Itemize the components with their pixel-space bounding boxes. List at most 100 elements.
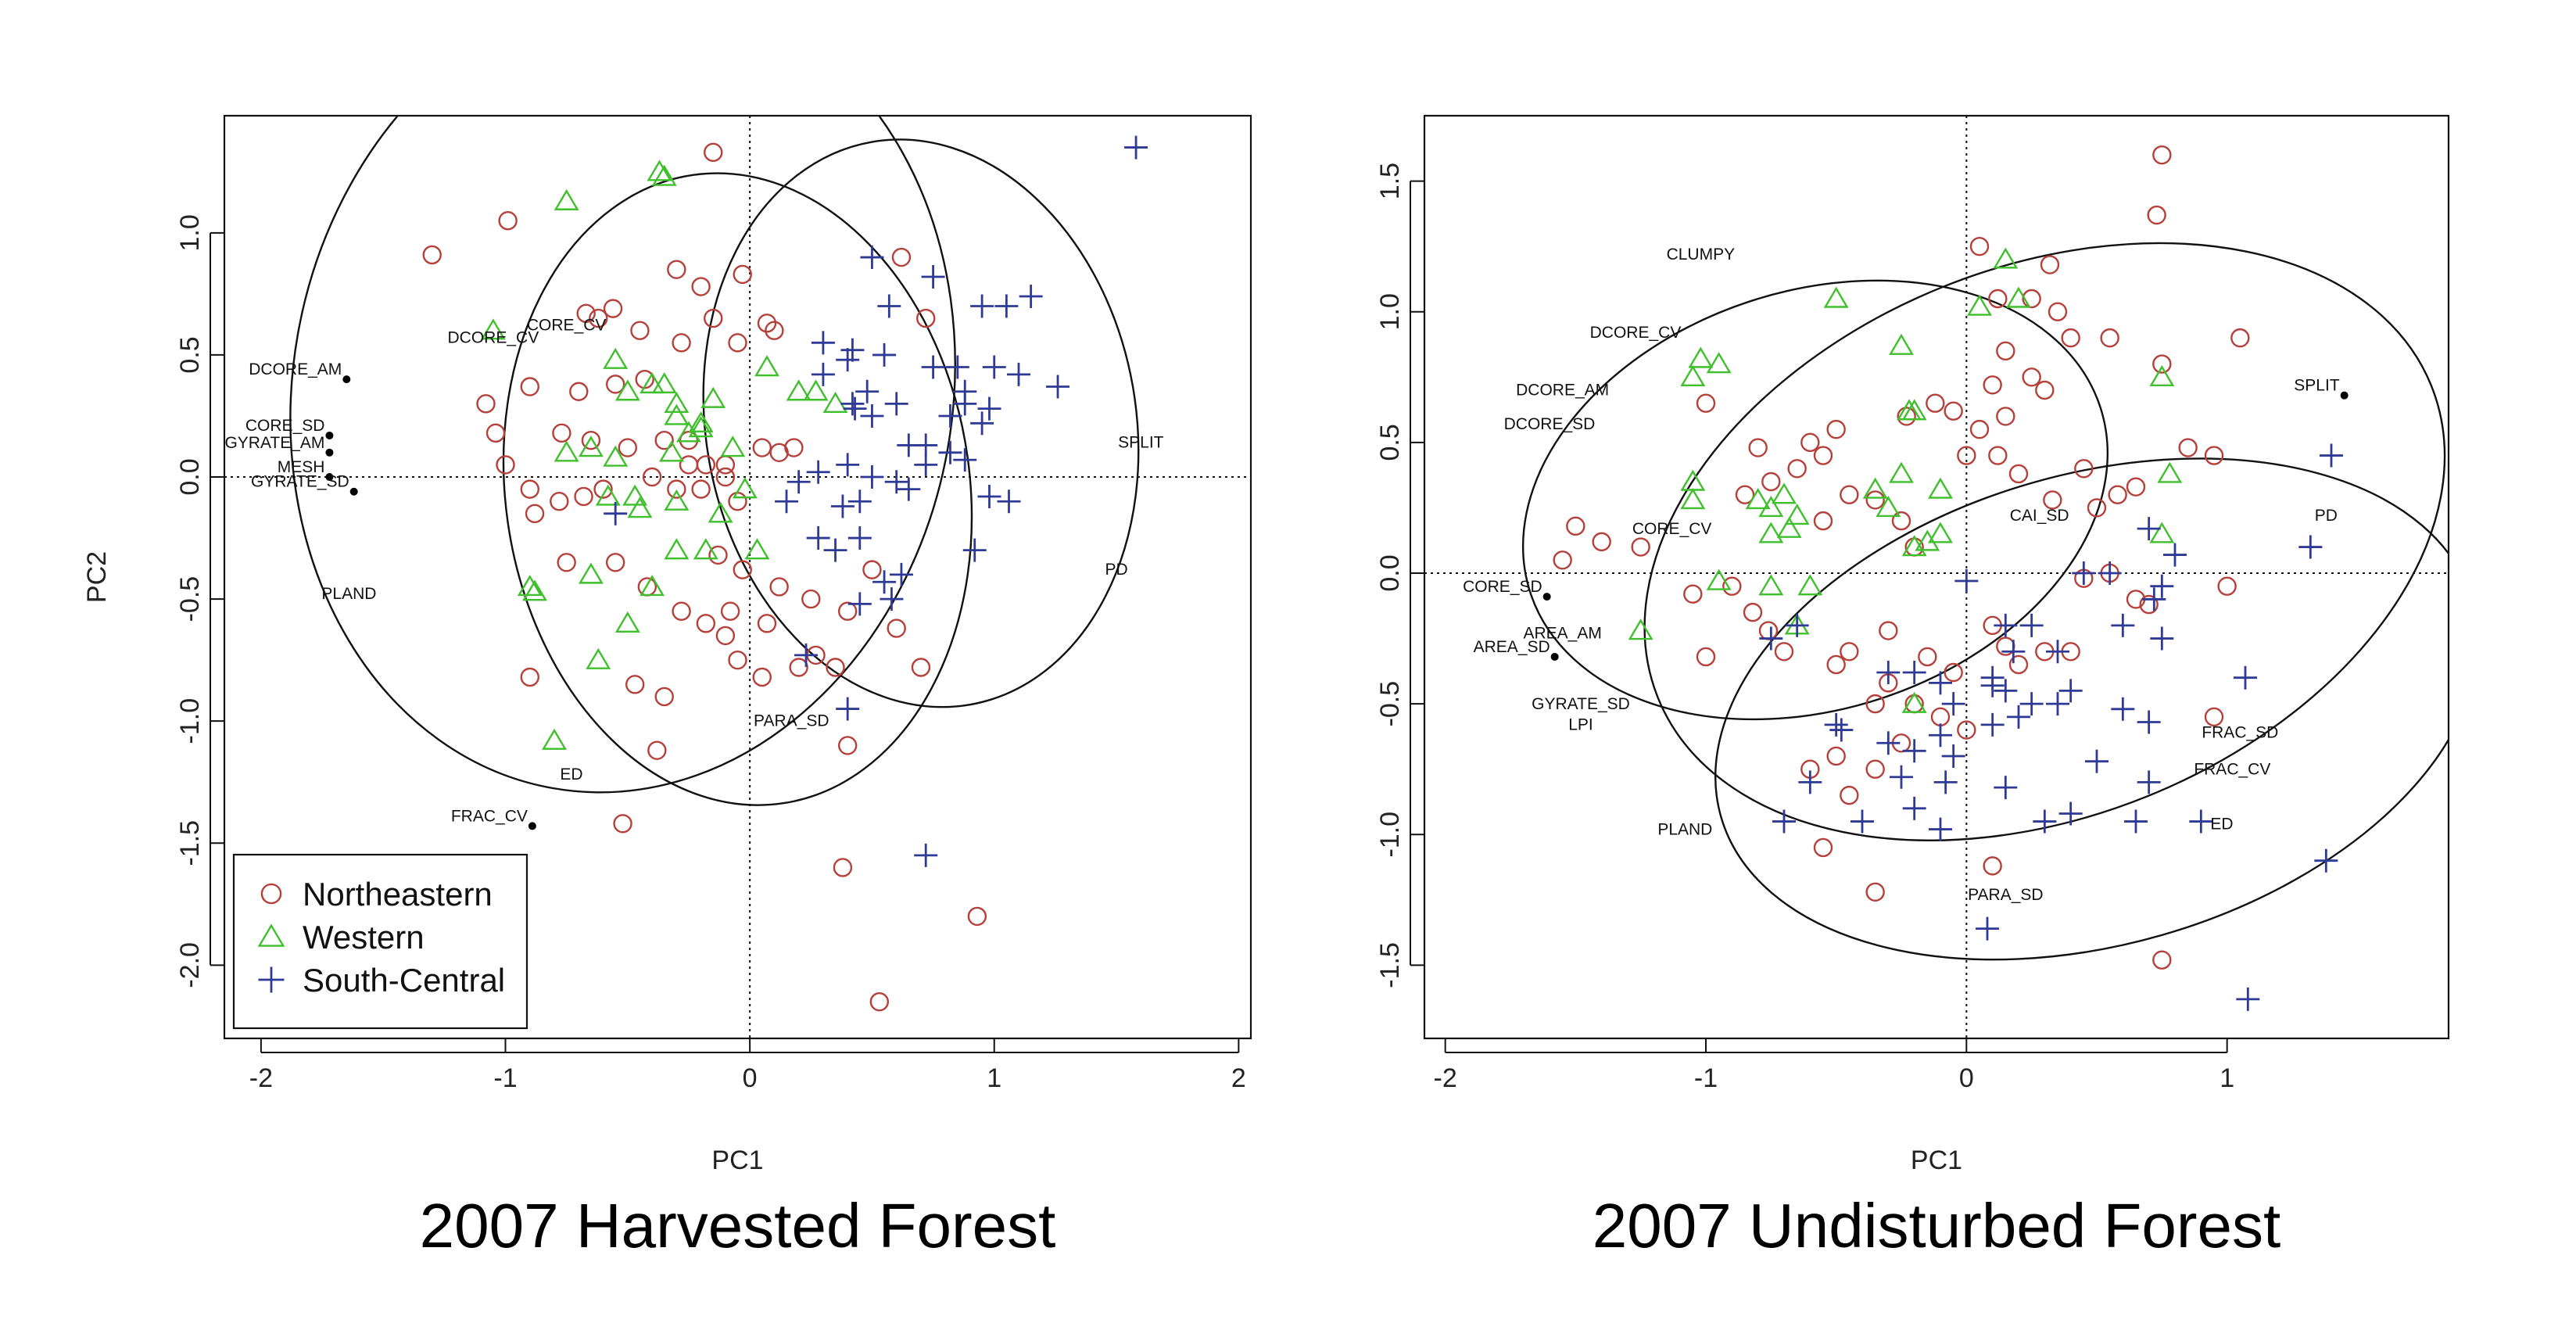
data-point-south-central — [897, 477, 921, 501]
confidence-ellipse-northeastern — [289, 116, 956, 794]
data-point-south-central — [1876, 731, 1901, 755]
data-point-northeastern — [574, 486, 593, 507]
data-point-northeastern — [733, 264, 752, 285]
data-point-northeastern — [2152, 354, 2172, 374]
data-point-northeastern — [789, 658, 808, 677]
data-point-south-central — [823, 538, 847, 562]
data-point-south-central — [811, 331, 835, 355]
data-point-western — [627, 497, 653, 518]
data-point-south-central — [860, 403, 884, 428]
data-point-south-central — [872, 342, 897, 367]
data-point-northeastern — [691, 479, 711, 499]
data-point-northeastern — [2043, 490, 2062, 510]
data-point-northeastern — [672, 333, 691, 353]
variable-label: ED — [560, 766, 582, 783]
data-point-western — [700, 386, 726, 408]
data-point-northeastern — [2126, 477, 2146, 497]
panel-undisturbed-forest: -2 -1 0 1 -1.5 -1.0 -0.5 0.0 0.5 1.0 1.5 PC1 2007 Un… — [1375, 114, 2450, 1260]
data-point-south-central — [2320, 443, 2343, 468]
variable-label: PD — [1105, 561, 1127, 579]
y-tick-label: 0.0 — [175, 458, 205, 495]
y-tick-label: -1.0 — [1375, 812, 1405, 858]
data-point-western — [688, 416, 714, 438]
data-point-northeastern — [550, 492, 569, 511]
data-point-northeastern — [1813, 446, 1833, 465]
data-point-northeastern — [2204, 446, 2224, 465]
data-point-western — [1745, 488, 1771, 510]
data-point-northeastern — [2087, 498, 2107, 518]
data-point-south-central — [977, 396, 1001, 421]
data-point-northeastern — [569, 382, 589, 401]
data-point-northeastern — [704, 142, 723, 163]
x-axis-title: PC1 — [1911, 1146, 1962, 1175]
data-point-western — [1758, 574, 1784, 596]
data-point-western — [744, 538, 770, 560]
data-point-northeastern — [728, 492, 747, 511]
data-point-south-central — [2234, 665, 2257, 690]
data-point-northeastern — [2204, 707, 2224, 727]
variable-point — [325, 431, 334, 439]
variable-label: DCORE_AM — [249, 360, 342, 378]
data-point-northeastern — [708, 545, 728, 565]
data-point-western — [1628, 619, 1653, 640]
data-point-northeastern — [1592, 532, 1611, 552]
data-point-south-central — [2019, 613, 2044, 637]
data-point-western — [1706, 352, 1732, 374]
data-point-northeastern — [728, 333, 747, 353]
data-point-south-central — [806, 526, 830, 550]
legend-marker-western — [257, 923, 285, 947]
data-point-northeastern — [1735, 485, 1755, 504]
data-point-south-central — [914, 453, 938, 477]
data-point-south-central — [997, 489, 1021, 514]
data-point-south-central — [1902, 739, 1926, 763]
data-point-northeastern — [605, 375, 625, 394]
y-axis-title: PC2 — [82, 551, 112, 603]
variable-label: SPLIT — [1118, 434, 1164, 452]
variable-point — [342, 375, 351, 384]
data-point-south-central — [1980, 712, 2005, 737]
data-point-south-central — [970, 411, 994, 436]
data-point-western — [1928, 477, 1953, 499]
y-tick-label: 1.0 — [1375, 293, 1405, 330]
data-point-northeastern — [862, 560, 882, 579]
data-point-northeastern — [654, 430, 674, 450]
data-point-northeastern — [2022, 368, 2041, 387]
x-tick-label: -2 — [1434, 1063, 1457, 1093]
data-point-northeastern — [1926, 393, 1945, 413]
data-point-western — [1901, 691, 1927, 713]
data-point-south-central — [953, 448, 977, 472]
data-point-south-central — [1759, 626, 1783, 651]
data-point-northeastern — [2230, 328, 2250, 348]
confidence-ellipse-western — [502, 172, 973, 806]
data-point-south-central — [880, 587, 904, 611]
data-point-western — [1706, 568, 1732, 590]
legend-marker-south-central — [258, 966, 285, 993]
data-point-northeastern — [613, 814, 632, 834]
variable-label: FRAC_CV — [2194, 760, 2270, 778]
data-point-south-central — [1941, 744, 1965, 768]
data-point-south-central — [884, 470, 908, 494]
data-point-northeastern — [720, 601, 740, 621]
data-point-northeastern — [1918, 647, 1937, 667]
data-point-northeastern — [1944, 401, 1963, 421]
data-point-western — [647, 160, 672, 181]
data-point-south-central — [1824, 712, 1848, 737]
data-point-northeastern — [757, 314, 777, 333]
variable-point — [2340, 391, 2348, 400]
data-point-western — [2149, 522, 2175, 543]
data-point-northeastern — [1957, 446, 1976, 465]
data-point-western — [1776, 516, 1802, 538]
data-point-northeastern — [485, 423, 506, 443]
variable-label: AREA_SD — [1474, 638, 1550, 656]
data-point-northeastern — [520, 667, 539, 687]
data-point-western — [517, 575, 543, 597]
data-point-western — [1889, 333, 1914, 355]
data-point-western — [614, 611, 640, 633]
data-point-northeastern — [1840, 642, 1859, 662]
data-point-northeastern — [589, 308, 608, 328]
variable-label: CLUMPY — [1667, 246, 1736, 264]
variable-label: CAI_SD — [2010, 507, 2069, 525]
data-point-western — [1680, 364, 1706, 386]
